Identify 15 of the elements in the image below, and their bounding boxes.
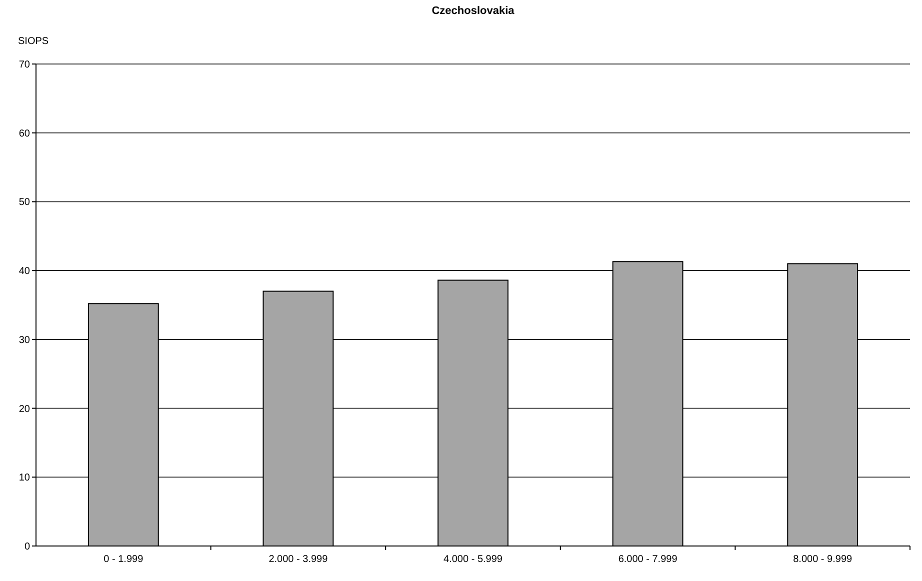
y-tick-label: 50 xyxy=(18,197,30,208)
y-tick-label: 10 xyxy=(18,472,30,484)
x-tick-label: 4.000 - 5.999 xyxy=(444,554,503,565)
x-tick-label: 6.000 - 7.999 xyxy=(618,554,678,565)
y-axis-title: SIOPS xyxy=(18,36,49,47)
y-tick-label: 0 xyxy=(24,542,30,552)
x-tick-label: 2.000 - 3.999 xyxy=(268,554,328,565)
y-tick-label: 60 xyxy=(18,128,30,140)
x-tick-label: 8.000 - 9.999 xyxy=(793,554,853,565)
x-tick-label: 0 - 1.999 xyxy=(104,554,144,565)
chart-title: Czechoslovakia xyxy=(432,5,516,17)
y-tick-label: 70 xyxy=(18,60,30,70)
y-tick-label: 20 xyxy=(18,404,30,415)
y-tick-label: 30 xyxy=(18,334,30,346)
y-tick-label: 40 xyxy=(18,266,30,278)
